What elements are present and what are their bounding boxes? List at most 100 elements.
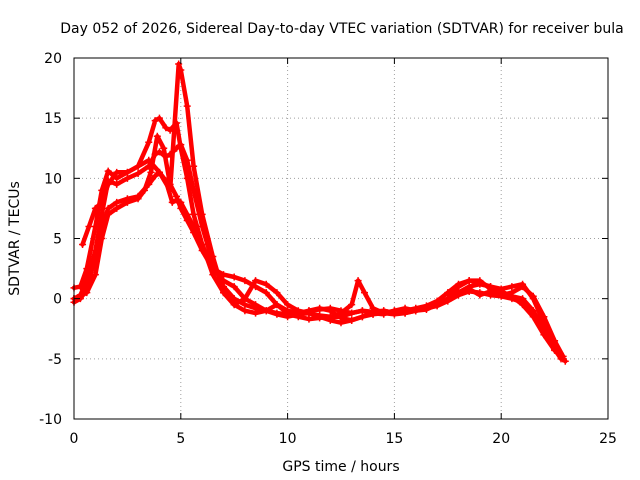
data-point (262, 289, 270, 297)
series-day-C (70, 168, 569, 365)
data-point (252, 309, 260, 317)
data-point (230, 301, 238, 309)
data-point (104, 210, 112, 218)
data-point (358, 307, 366, 315)
data-point (273, 301, 281, 309)
data-point (104, 180, 112, 188)
data-point (198, 210, 206, 218)
data-point (380, 310, 388, 318)
data-point (252, 277, 260, 285)
data-point (83, 289, 91, 297)
data-point (444, 295, 452, 303)
data-point (316, 304, 324, 312)
y-tick-label: -10 (39, 412, 62, 428)
data-point (519, 283, 527, 291)
y-tick-label: 5 (53, 232, 62, 248)
data-point (123, 198, 131, 206)
data-point (412, 307, 420, 315)
data-point (348, 309, 356, 317)
data-point (168, 198, 176, 206)
data-point (326, 307, 334, 315)
y-tick-label: 10 (44, 171, 62, 187)
data-point (177, 204, 185, 212)
data-point (284, 301, 292, 309)
x-axis-label: GPS time / hours (282, 459, 399, 475)
data-point (519, 295, 527, 303)
x-tick-label: 25 (599, 431, 617, 447)
data-point (190, 210, 198, 218)
data-point (354, 277, 362, 285)
data-point (487, 285, 495, 293)
data-point (113, 204, 121, 212)
data-point (337, 319, 345, 327)
data-point (85, 222, 93, 230)
data-point (162, 124, 170, 132)
y-tick-label: -5 (48, 352, 62, 368)
data-point (76, 292, 84, 300)
data-point (113, 180, 121, 188)
data-point (348, 301, 356, 309)
data-point (540, 328, 548, 336)
data-point (433, 301, 441, 309)
series-day-E (79, 60, 567, 360)
x-tick-label: 20 (492, 431, 510, 447)
data-point (348, 316, 356, 324)
data-point (497, 291, 505, 299)
data-point (465, 277, 473, 285)
data-point (305, 309, 313, 317)
data-point (147, 168, 155, 176)
data-point (155, 114, 163, 122)
data-point (183, 156, 191, 164)
data-point (508, 283, 516, 291)
data-point (151, 172, 159, 180)
data-point (369, 309, 377, 317)
data-point (529, 307, 537, 315)
data-point (183, 102, 191, 110)
chart-title: Day 052 of 2026, Sidereal Day-to-day VTE… (60, 21, 623, 37)
data-point (454, 283, 462, 291)
x-tick-label: 0 (70, 431, 79, 447)
data-point (476, 277, 484, 285)
data-point (175, 60, 183, 68)
y-axis-label: SDTVAR / TECUs (7, 181, 23, 296)
data-point (305, 315, 313, 323)
data-point (444, 289, 452, 297)
data-point (145, 156, 153, 164)
data-point (140, 186, 148, 194)
data-point (284, 309, 292, 317)
data-point (422, 304, 430, 312)
data-point (220, 289, 228, 297)
data-point (190, 162, 198, 170)
data-point (209, 253, 217, 261)
data-point (98, 198, 106, 206)
data-point (177, 141, 185, 149)
data-point (155, 148, 163, 156)
data-point (160, 144, 168, 152)
data-point (177, 66, 185, 74)
data-point (104, 167, 112, 175)
data-point (401, 309, 409, 317)
y-tick-label: 0 (53, 292, 62, 308)
data-point (230, 273, 238, 281)
data-point (153, 132, 161, 140)
data-point (559, 352, 567, 360)
data-point (166, 186, 174, 194)
x-tick-label: 10 (279, 431, 297, 447)
data-point (465, 285, 473, 293)
series-day-B (70, 141, 567, 363)
data-point (316, 313, 324, 321)
data-point (230, 283, 238, 291)
y-tick-label: 15 (44, 111, 62, 127)
data-point (104, 204, 112, 212)
data-point (529, 292, 537, 300)
data-point (155, 168, 163, 176)
series-line (71, 170, 568, 364)
data-point (262, 307, 270, 315)
data-point (241, 295, 249, 303)
data-point (113, 198, 121, 206)
data-point (183, 216, 191, 224)
data-point (123, 174, 131, 182)
data-point (241, 301, 249, 309)
data-point (561, 357, 569, 365)
data-point (476, 291, 484, 299)
